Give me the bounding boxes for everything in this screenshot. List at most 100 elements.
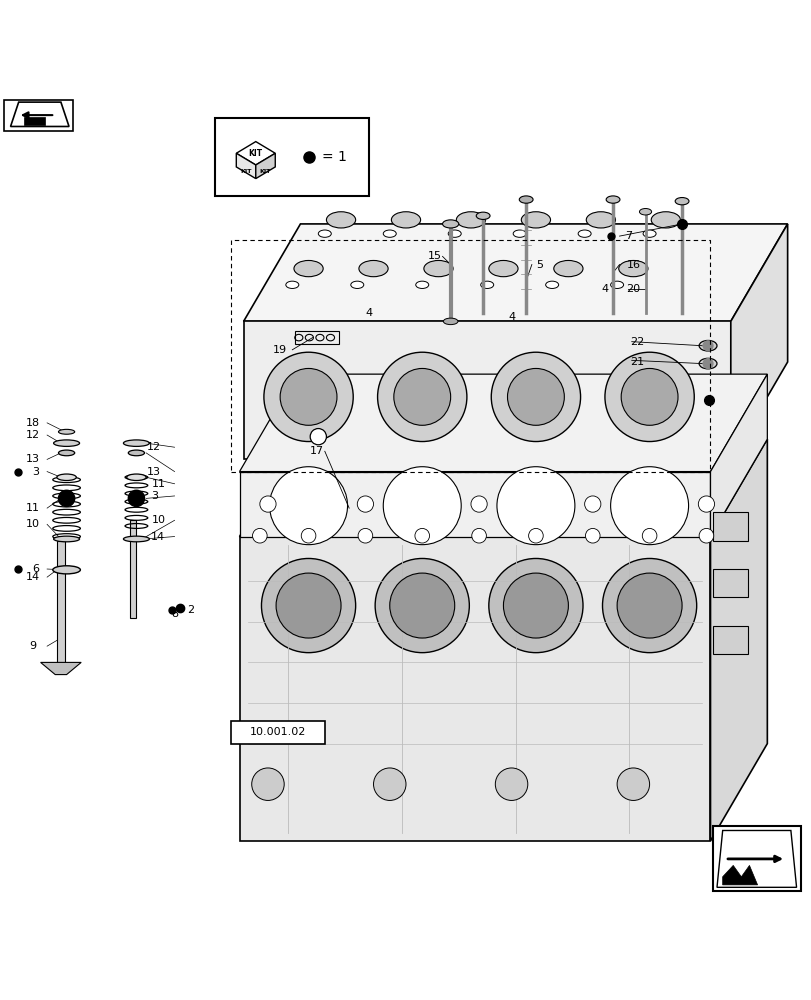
Polygon shape [239, 537, 710, 841]
Circle shape [358, 528, 372, 543]
Circle shape [377, 352, 466, 442]
Circle shape [301, 528, 315, 543]
Ellipse shape [521, 212, 550, 228]
Ellipse shape [415, 281, 428, 288]
Text: 18: 18 [25, 418, 40, 428]
Text: 15: 15 [427, 251, 441, 261]
Text: 11: 11 [151, 479, 165, 489]
Text: KIT: KIT [240, 169, 251, 174]
FancyBboxPatch shape [4, 100, 73, 131]
Circle shape [269, 467, 347, 545]
Ellipse shape [605, 196, 620, 203]
Circle shape [496, 467, 574, 545]
Polygon shape [730, 224, 787, 459]
Polygon shape [255, 153, 275, 179]
Polygon shape [11, 102, 69, 126]
Polygon shape [236, 153, 255, 179]
Circle shape [602, 558, 696, 653]
Ellipse shape [553, 260, 582, 277]
Text: 13: 13 [147, 467, 161, 477]
Circle shape [357, 496, 373, 512]
Circle shape [620, 368, 677, 425]
Ellipse shape [488, 260, 517, 277]
Text: 9: 9 [29, 641, 36, 651]
Circle shape [702, 341, 712, 351]
Text: 19: 19 [272, 345, 287, 355]
Ellipse shape [58, 450, 75, 456]
Text: 14: 14 [25, 572, 40, 582]
Circle shape [264, 352, 353, 442]
Ellipse shape [674, 198, 688, 205]
Ellipse shape [698, 358, 716, 369]
Circle shape [470, 496, 487, 512]
Polygon shape [716, 830, 796, 887]
Text: 4: 4 [601, 284, 607, 294]
Text: 6: 6 [32, 564, 40, 574]
Circle shape [389, 573, 454, 638]
Text: KIT: KIT [260, 169, 271, 174]
Polygon shape [41, 662, 81, 675]
Ellipse shape [318, 230, 331, 237]
Circle shape [491, 352, 580, 442]
Circle shape [128, 490, 144, 506]
Text: KIT: KIT [248, 149, 263, 158]
Text: 7: 7 [624, 231, 632, 241]
Ellipse shape [545, 281, 558, 288]
Ellipse shape [123, 440, 149, 446]
FancyBboxPatch shape [215, 118, 369, 196]
Text: 8: 8 [171, 609, 178, 619]
Ellipse shape [326, 212, 355, 228]
Circle shape [58, 490, 75, 506]
Text: 16: 16 [625, 260, 640, 270]
Circle shape [584, 496, 600, 512]
Ellipse shape [54, 536, 79, 542]
Text: 5: 5 [536, 260, 543, 270]
Circle shape [310, 429, 326, 445]
Text: 21: 21 [629, 357, 644, 367]
Ellipse shape [128, 450, 144, 456]
Circle shape [393, 368, 450, 425]
Text: 12: 12 [25, 430, 40, 440]
Ellipse shape [350, 281, 363, 288]
Ellipse shape [57, 474, 76, 481]
FancyBboxPatch shape [712, 626, 747, 654]
Ellipse shape [639, 208, 650, 215]
Polygon shape [722, 865, 757, 885]
Polygon shape [24, 117, 45, 125]
Circle shape [610, 467, 688, 545]
FancyBboxPatch shape [712, 512, 747, 541]
Text: 13: 13 [25, 454, 40, 464]
Text: 4: 4 [366, 308, 372, 318]
Polygon shape [239, 472, 710, 537]
Ellipse shape [53, 566, 80, 574]
Ellipse shape [480, 281, 493, 288]
Ellipse shape [442, 220, 458, 228]
Text: 22: 22 [629, 337, 644, 347]
FancyBboxPatch shape [231, 721, 324, 744]
Circle shape [616, 768, 649, 800]
Circle shape [585, 528, 599, 543]
Circle shape [616, 573, 681, 638]
Bar [294, 331, 339, 344]
Ellipse shape [294, 260, 323, 277]
Text: 4: 4 [508, 312, 514, 322]
Ellipse shape [618, 260, 647, 277]
Text: 3: 3 [32, 467, 40, 477]
Ellipse shape [391, 212, 420, 228]
Circle shape [252, 528, 267, 543]
Polygon shape [243, 224, 787, 321]
Circle shape [414, 528, 429, 543]
Ellipse shape [586, 212, 615, 228]
Ellipse shape [123, 536, 149, 542]
Circle shape [373, 768, 406, 800]
Circle shape [471, 528, 486, 543]
Text: 10.001.02: 10.001.02 [249, 727, 306, 737]
Circle shape [503, 573, 568, 638]
Text: = 1: = 1 [322, 150, 347, 164]
Ellipse shape [475, 212, 489, 219]
Circle shape [251, 768, 284, 800]
Text: 20: 20 [625, 284, 640, 294]
Text: 14: 14 [151, 532, 165, 542]
Ellipse shape [456, 212, 485, 228]
Ellipse shape [358, 260, 388, 277]
